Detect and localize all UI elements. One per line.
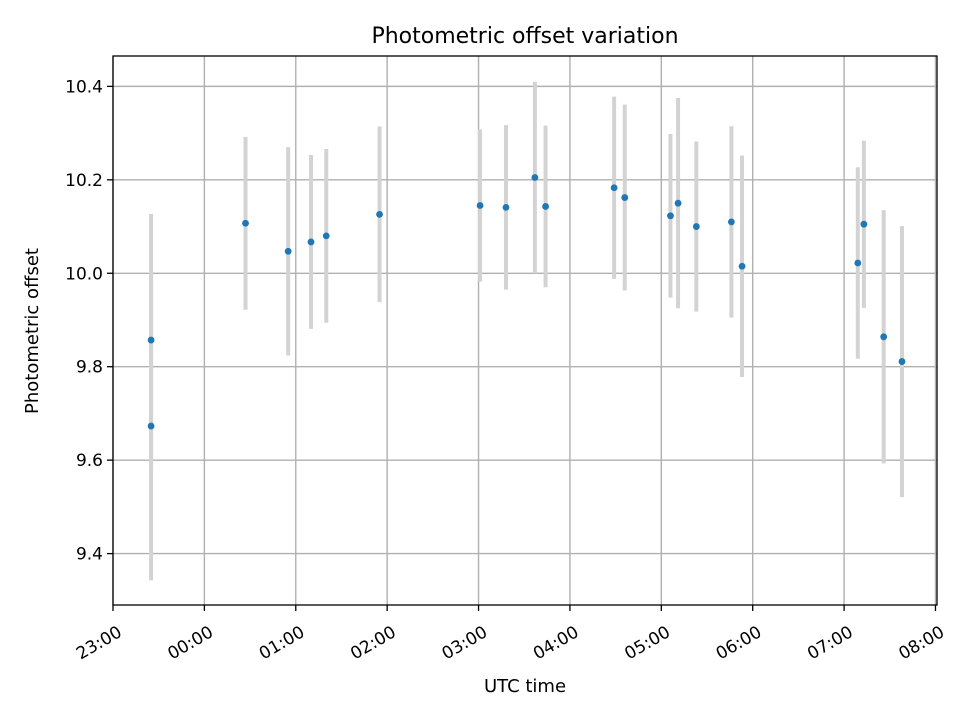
- plot-frame: [112, 55, 938, 606]
- y-axis-ticks: 9.4 9.6 9.8 10.0 10.2 10.4: [65, 77, 113, 565]
- data-point: [854, 259, 862, 267]
- x-tick-label: 03:00: [439, 622, 491, 664]
- x-tick-label: 02:00: [347, 622, 399, 664]
- y-tick-label: 9.8: [76, 358, 103, 378]
- data-point: [502, 203, 510, 211]
- data-point: [376, 210, 383, 218]
- error-bars: [149, 81, 904, 581]
- x-tick-label: 04:00: [530, 622, 582, 664]
- x-tick-label: 05:00: [621, 622, 673, 664]
- y-tick-label: 10.4: [65, 77, 103, 97]
- x-tick-label: 01:00: [256, 622, 308, 664]
- data-point: [898, 358, 906, 365]
- x-tick-label: 08:00: [896, 622, 948, 664]
- data-point: [147, 336, 155, 344]
- data-point: [147, 422, 155, 430]
- data-point: [307, 238, 315, 246]
- data-point: [322, 232, 330, 240]
- data-point: [476, 202, 484, 209]
- y-axis-label: Photometric offset: [22, 248, 43, 414]
- data-point: [674, 199, 682, 207]
- data-point: [610, 184, 618, 192]
- y-tick-label: 9.4: [76, 545, 103, 565]
- x-axis-ticks: 23:00 00:00 01:00 02:00 03:00 04:00 05:00 06:00…: [73, 605, 948, 664]
- data-point: [727, 218, 735, 226]
- x-tick-label: 07:00: [804, 622, 856, 664]
- data-point: [880, 333, 888, 341]
- data-point: [531, 174, 539, 181]
- data-point: [692, 223, 700, 230]
- data-point: [242, 219, 249, 227]
- x-tick-label: 23:00: [73, 622, 125, 664]
- y-tick-label: 10.0: [65, 264, 103, 284]
- data-points: [147, 174, 906, 430]
- x-axis-label: UTC time: [484, 676, 566, 697]
- data-point: [860, 220, 868, 228]
- chart-title: Photometric offset variation: [371, 24, 678, 49]
- data-point: [667, 212, 674, 220]
- data-point: [542, 203, 549, 210]
- x-tick-label: 00:00: [164, 622, 216, 664]
- data-point: [621, 194, 629, 201]
- data-point: [738, 262, 746, 270]
- y-tick-label: 10.2: [65, 171, 103, 191]
- x-tick-label: 06:00: [713, 622, 765, 664]
- grid: [112, 56, 937, 605]
- y-tick-label: 9.6: [76, 451, 103, 471]
- data-point: [284, 247, 292, 255]
